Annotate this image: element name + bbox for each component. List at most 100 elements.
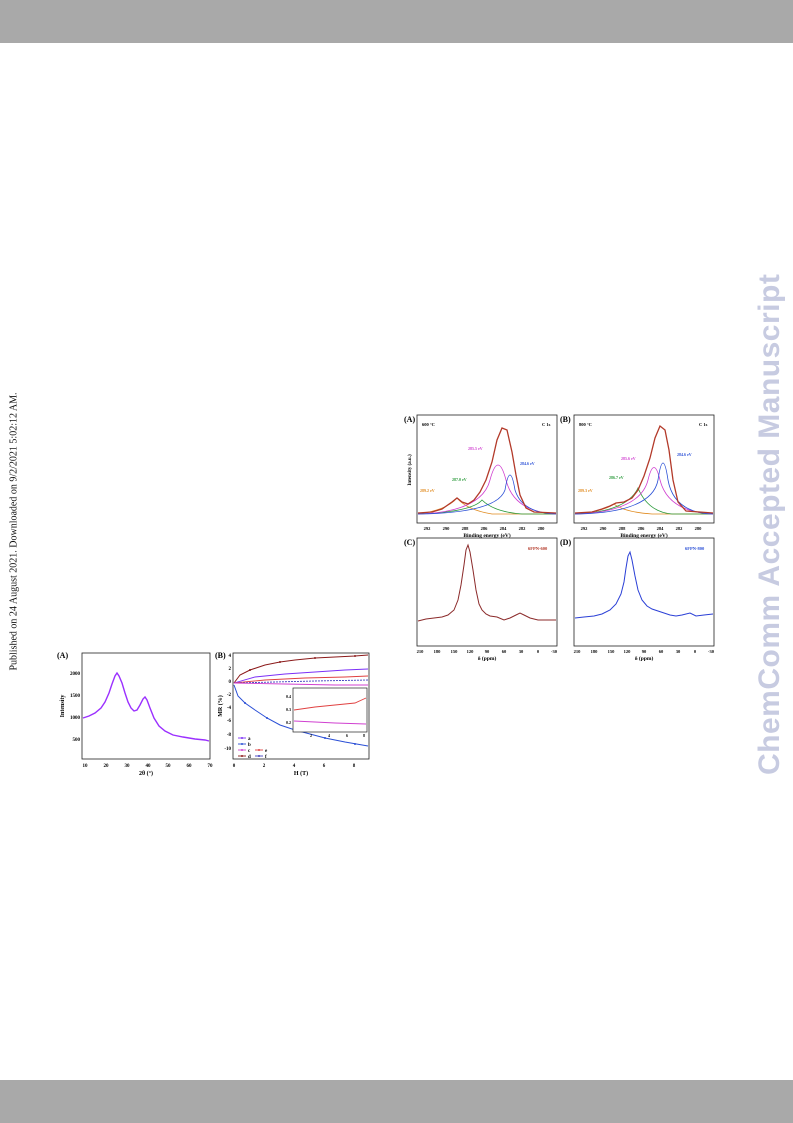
panel-label: (D): [560, 538, 571, 547]
nmr-frame: [416, 537, 558, 647]
peak-fit-285: [574, 467, 714, 515]
panel-label: (B): [215, 651, 226, 660]
mr-xlabel: H (T): [294, 770, 308, 777]
xrd-ylabel: Intensity: [60, 695, 66, 718]
core-level-label: C 1s: [542, 422, 551, 427]
xrd-ytick: 2000: [70, 672, 81, 677]
xps-xtick: 282: [676, 526, 684, 531]
legend-entry: c: [248, 749, 251, 754]
xps-envelope: [417, 427, 557, 514]
mr-ytick: 4: [229, 654, 232, 659]
mr-ytick: 2: [229, 667, 232, 672]
xps-xtick: 290: [600, 526, 608, 531]
panel-label: (A): [57, 651, 68, 660]
xps-envelope: [574, 424, 714, 514]
xps-xtick: 284: [657, 526, 665, 531]
xps-ylabel: Intensity (a.u.): [408, 454, 413, 486]
xps-xtick: 286: [481, 526, 489, 531]
nmr-xtick: 0: [537, 649, 540, 654]
xps-xtick: 282: [519, 526, 527, 531]
xps-xtick: 280: [695, 526, 703, 531]
xps-xtick: 286: [638, 526, 646, 531]
nmr-xlabel: δ (ppm): [478, 655, 497, 662]
peak-label: 284.6 eV: [677, 452, 692, 457]
nmr-xtick: 60: [502, 649, 507, 654]
mr-ytick: 0: [229, 680, 232, 685]
inset-xtick: 6: [346, 733, 348, 738]
top-banner: [0, 0, 793, 43]
peak-fit-284: [417, 474, 557, 515]
nmr-spectrum: [574, 550, 714, 619]
xrd-xlabel: 2θ (°): [139, 770, 153, 777]
xrd-ytick: 1000: [70, 716, 81, 721]
xrd-xtick: 70: [208, 764, 214, 769]
nmr-xlabel: δ (ppm): [635, 655, 654, 662]
peak-label: 289.2 eV: [420, 488, 435, 493]
legend-entry: f: [265, 755, 267, 760]
inset-ytick: 0.3: [286, 707, 291, 712]
xps-xtick: 280: [538, 526, 546, 531]
mr-xtick: 2: [263, 764, 266, 769]
panel-label: (A): [404, 415, 415, 424]
nmr-xtick: 90: [642, 649, 647, 654]
mr-ytick: -2: [227, 693, 232, 698]
mr-xtick: 8: [353, 764, 356, 769]
xrd-curve: [82, 671, 210, 742]
xrd-xtick: 40: [146, 764, 152, 769]
nmr-xtick: 180: [434, 649, 442, 654]
mr-curve-b: [233, 684, 369, 747]
peak-label: 286.7 eV: [609, 475, 624, 480]
peak-label: 285.6 eV: [621, 456, 636, 461]
xps-frame: [573, 414, 715, 524]
publication-note: Published on 24 August 2021. Downloaded …: [8, 392, 20, 671]
core-level-label: C 1s: [699, 422, 708, 427]
mr-curve-c: [233, 682, 368, 686]
accepted-manuscript-watermark: ChemComm Accepted Manuscript: [753, 273, 786, 775]
xrd-xtick: 20: [104, 764, 110, 769]
peak-fit-284: [574, 462, 714, 515]
nmr-xtick: 0: [694, 649, 697, 654]
mr-curve-d: [233, 654, 369, 684]
nmr-xtick: 60: [659, 649, 664, 654]
mr-ytick: -6: [227, 719, 232, 724]
legend-entry: e: [265, 749, 268, 754]
xps-xtick: 292: [424, 526, 432, 531]
nmr-xtick: 150: [451, 649, 459, 654]
mr-ylabel: MR (%): [217, 695, 224, 717]
xps-panel-800: (B) 800 °C C 1s 292 290 288 286 284 282 …: [560, 414, 715, 539]
nmr-xtick: -30: [551, 649, 558, 654]
nmr-xtick: 180: [591, 649, 599, 654]
mr-ytick: -8: [227, 733, 232, 738]
nmr-xtick: 90: [485, 649, 490, 654]
xps-xtick: 290: [443, 526, 451, 531]
inset-ytick: 0.4: [286, 694, 291, 699]
temp-label: 600 °C: [422, 422, 435, 427]
mr-curve-e: [233, 675, 369, 684]
xrd-xtick: 50: [166, 764, 172, 769]
nmr-spectrum: [417, 543, 556, 622]
nmr-xtick: 120: [467, 649, 475, 654]
xrd-ytick: 500: [73, 738, 81, 743]
xps-xtick: 284: [500, 526, 508, 531]
peak-fit-286: [574, 487, 713, 515]
nmr-xtick: 120: [624, 649, 632, 654]
mr-legend: a b c d e f: [238, 737, 268, 760]
panel-label: (C): [404, 538, 415, 547]
peak-label: 284.6 eV: [520, 461, 535, 466]
figure-xrd-mr: (A) Intensity 500 1000 1500 2000 10 20 3…: [57, 651, 370, 777]
mr-panel: (B) MR (%) 4 2 0 -2 -4 -6 -8 -10 0 2 4 6…: [215, 651, 370, 777]
figure-xps-nmr: (A) 600 °C C 1s Intensity (a.u.) 292 290…: [404, 414, 715, 662]
nmr-xtick: 150: [608, 649, 616, 654]
peak-label: 285.5 eV: [468, 446, 483, 451]
legend-entry: b: [248, 743, 251, 748]
panel-label: (B): [560, 415, 571, 424]
nmr-xtick: -30: [708, 649, 715, 654]
peak-fit-285: [417, 464, 557, 515]
inset-xtick: 4: [328, 733, 330, 738]
sample-label: 6FPN-600: [528, 546, 548, 551]
nmr-xtick: 30: [519, 649, 524, 654]
xrd-xtick: 10: [83, 764, 89, 769]
inset-xtick: 2: [310, 733, 312, 738]
xps-xlabel: Binding energy (eV): [463, 532, 511, 539]
xrd-panel: (A) Intensity 500 1000 1500 2000 10 20 3…: [57, 651, 213, 777]
